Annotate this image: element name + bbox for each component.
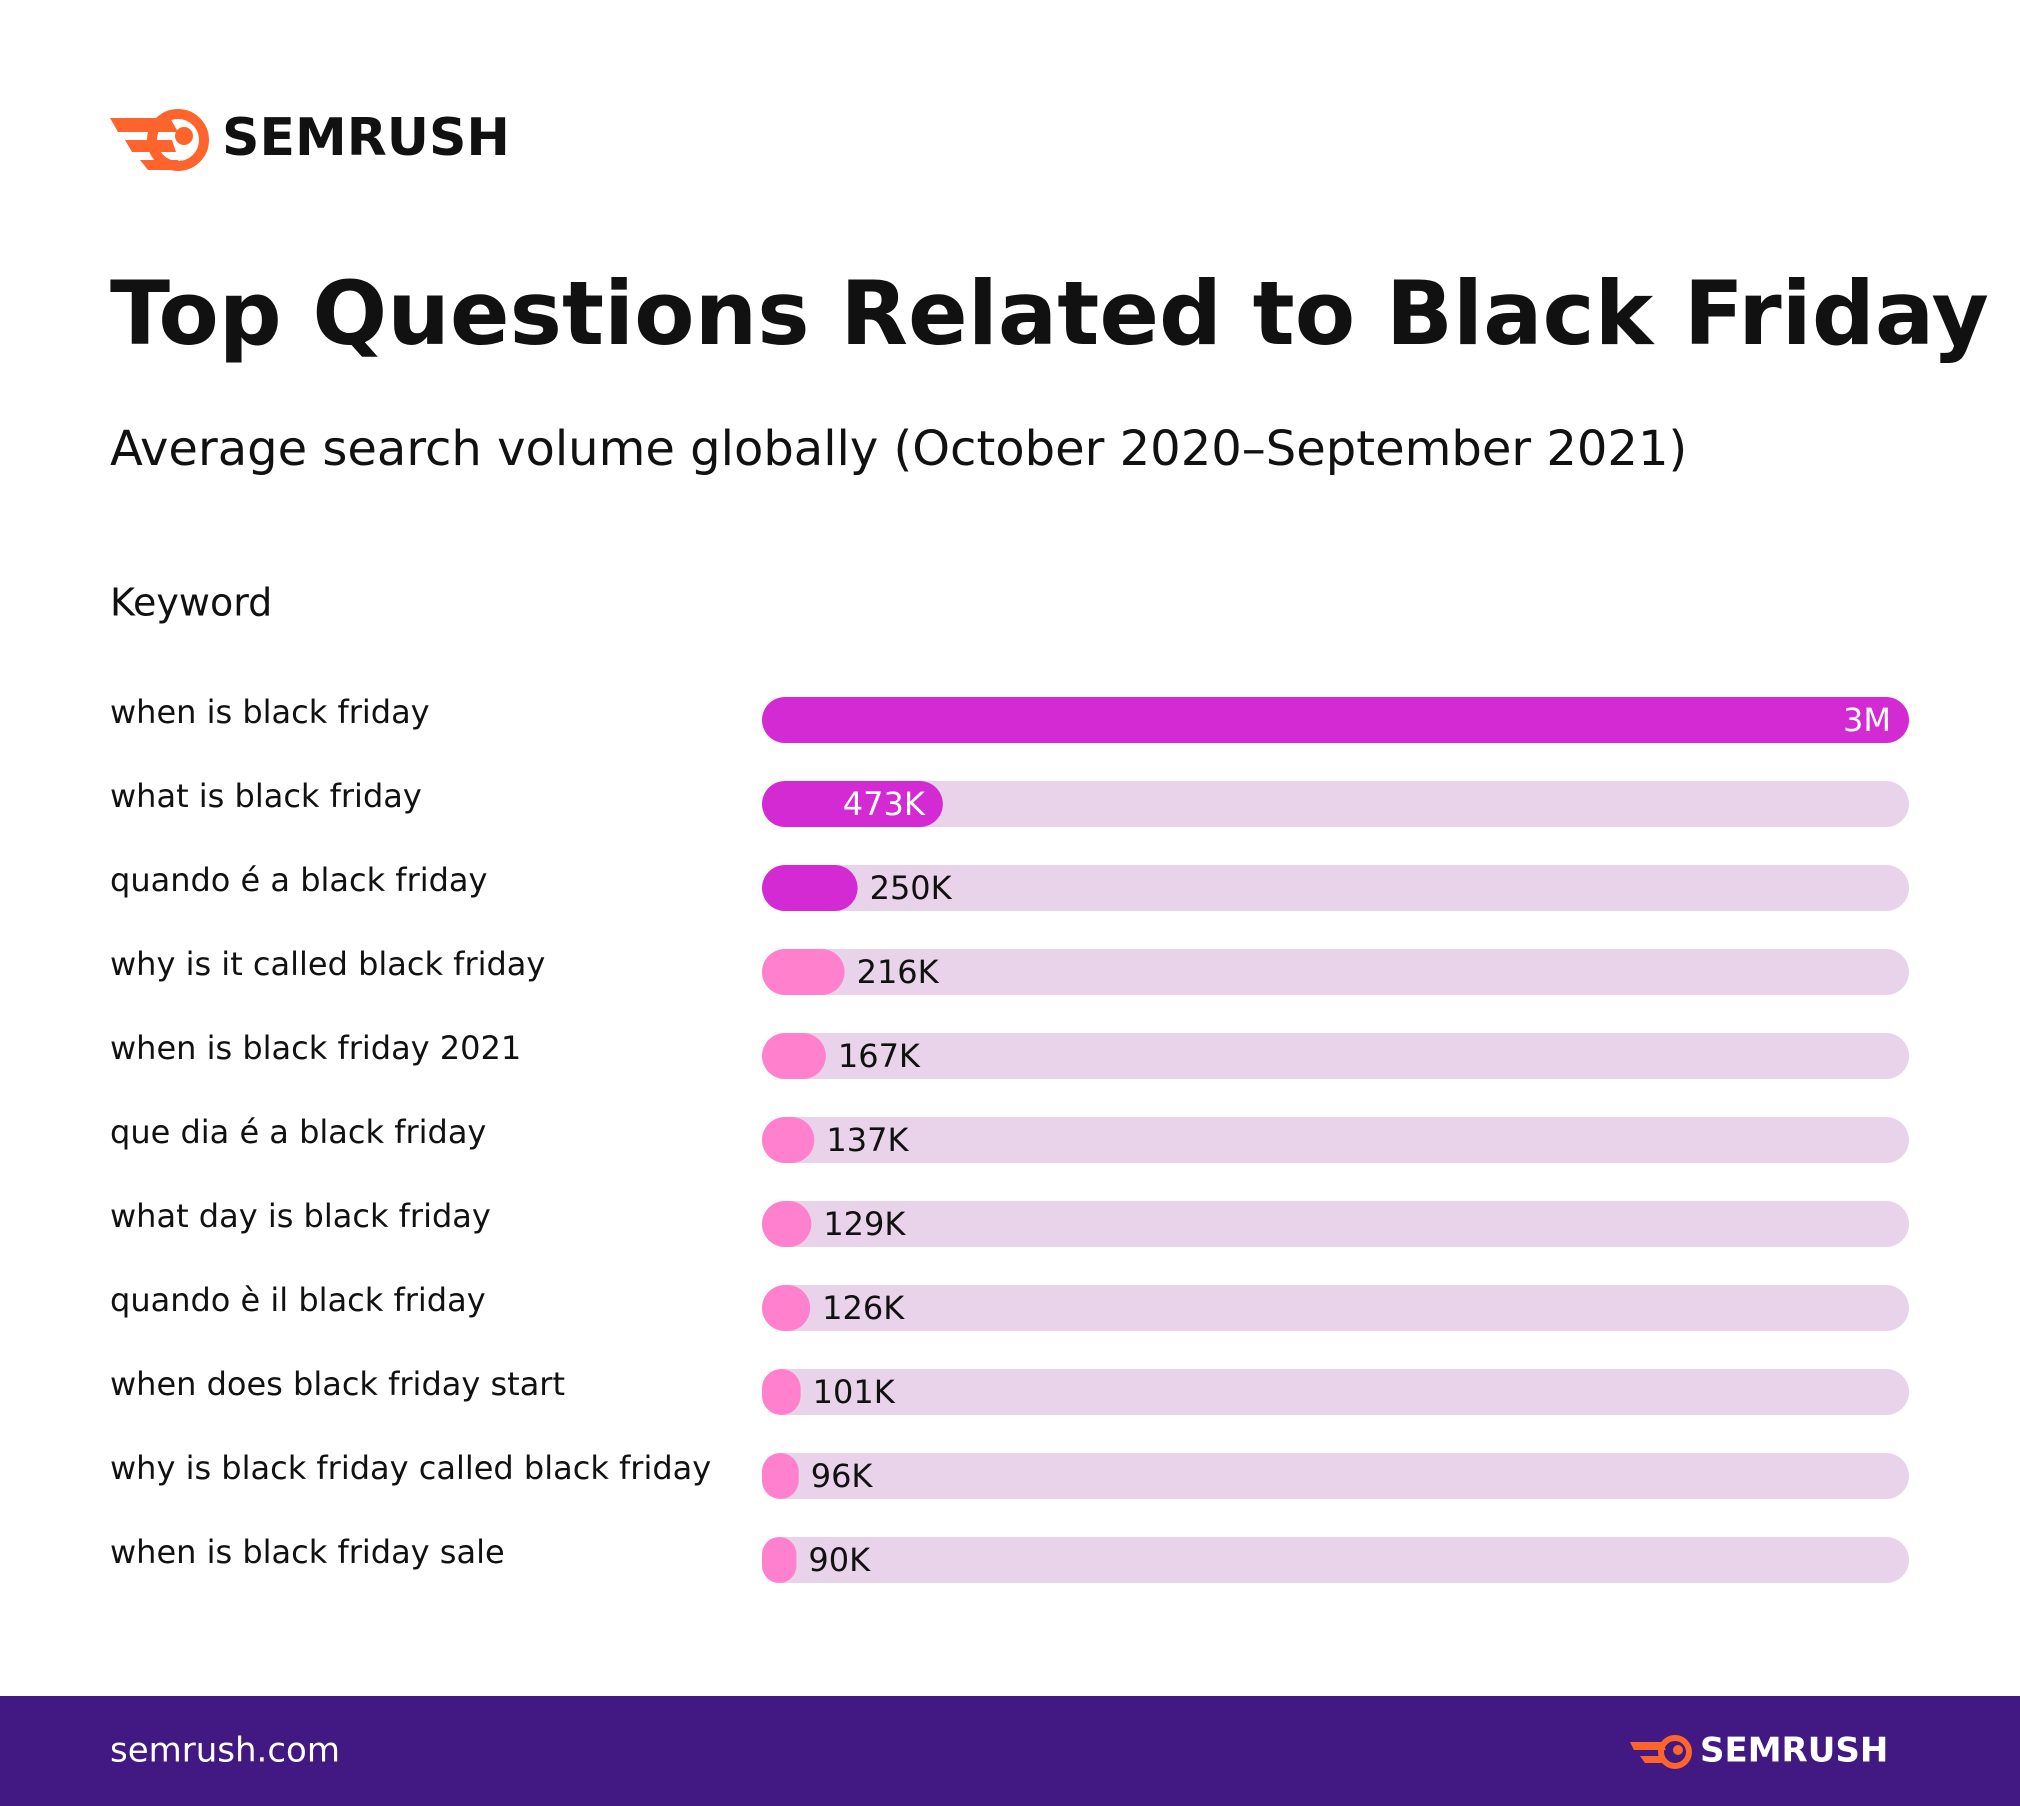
bar-track	[762, 949, 1909, 995]
category-label: when is black friday sale	[110, 1533, 505, 1571]
value-label: 101K	[813, 1373, 896, 1411]
value-label: 96K	[811, 1457, 874, 1495]
bar-track	[762, 1369, 1909, 1415]
category-label: when does black friday start	[110, 1365, 565, 1403]
bar-track	[762, 1201, 1909, 1247]
category-label: why is it called black friday	[110, 945, 545, 983]
bar-track	[762, 865, 1909, 911]
logo-icon	[110, 109, 209, 171]
category-label: what is black friday	[110, 777, 422, 815]
footer-band	[0, 1696, 2020, 1806]
chart-subtitle: Average search volume globally (October …	[110, 421, 1687, 477]
bar-area: when is black friday 3M what is black frid…	[110, 693, 1909, 1583]
category-label: why is black friday called black friday	[110, 1449, 711, 1487]
footer-url: semrush.com	[110, 1731, 340, 1771]
bar	[762, 1201, 812, 1247]
bar	[762, 949, 845, 995]
bar-track	[762, 1453, 1909, 1499]
bar	[762, 1117, 815, 1163]
value-label: 126K	[822, 1289, 905, 1327]
bar	[762, 697, 1909, 743]
bar-track	[762, 1537, 1909, 1583]
value-label: 129K	[823, 1205, 906, 1243]
brand-name: SEMRUSH	[222, 108, 510, 168]
bar	[762, 1285, 811, 1331]
footer-brand: SEMRUSH	[1700, 1731, 1888, 1771]
bar	[762, 1369, 801, 1415]
value-label: 473K	[843, 785, 926, 823]
value-label: 167K	[838, 1037, 921, 1075]
category-label: what day is black friday	[110, 1197, 491, 1235]
category-label: when is black friday 2021	[110, 1029, 521, 1067]
bar	[762, 781, 943, 827]
bar	[762, 865, 858, 911]
bar	[762, 1453, 799, 1499]
chart-title: Top Questions Related to Black Friday	[110, 262, 1989, 365]
category-axis-label: Keyword	[110, 581, 272, 625]
bar	[762, 1033, 826, 1079]
bar-track	[762, 1033, 1909, 1079]
bar	[762, 1537, 797, 1583]
value-label: 216K	[857, 953, 940, 991]
value-label: 3M	[1843, 701, 1891, 739]
value-label: 250K	[870, 869, 953, 907]
category-label: when is black friday	[110, 693, 430, 731]
value-label: 137K	[826, 1121, 909, 1159]
category-label: quando é a black friday	[110, 861, 487, 899]
bar-track	[762, 1117, 1909, 1163]
bar-track	[762, 1285, 1909, 1331]
value-label: 90K	[808, 1541, 871, 1579]
category-label: que dia é a black friday	[110, 1113, 486, 1151]
category-label: quando è il black friday	[110, 1281, 486, 1319]
bar-track	[762, 781, 1909, 827]
brand-logo: SEMRUSH	[110, 108, 510, 171]
footer-logo: SEMRUSH	[1630, 1731, 1888, 1771]
